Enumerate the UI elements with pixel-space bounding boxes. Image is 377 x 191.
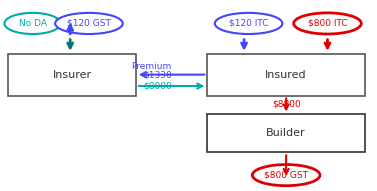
FancyBboxPatch shape xyxy=(207,54,365,96)
Text: Premium: Premium xyxy=(131,62,172,71)
Ellipse shape xyxy=(5,13,61,34)
Text: No DA: No DA xyxy=(18,19,47,28)
Text: Builder: Builder xyxy=(266,128,306,138)
FancyBboxPatch shape xyxy=(207,114,365,152)
Ellipse shape xyxy=(294,13,361,34)
Text: $120 GST: $120 GST xyxy=(67,19,111,28)
Text: $800 GST: $800 GST xyxy=(264,171,308,180)
Ellipse shape xyxy=(252,165,320,186)
Text: $120 ITC: $120 ITC xyxy=(229,19,268,28)
Ellipse shape xyxy=(215,13,282,34)
Text: Insurer: Insurer xyxy=(52,70,92,80)
Ellipse shape xyxy=(55,13,123,34)
Text: Insured: Insured xyxy=(265,70,307,80)
FancyBboxPatch shape xyxy=(8,54,136,96)
Text: $1330: $1330 xyxy=(143,70,172,79)
Text: $8800: $8800 xyxy=(272,100,300,108)
Text: $8000: $8000 xyxy=(143,82,172,91)
Text: $800 ITC: $800 ITC xyxy=(308,19,347,28)
